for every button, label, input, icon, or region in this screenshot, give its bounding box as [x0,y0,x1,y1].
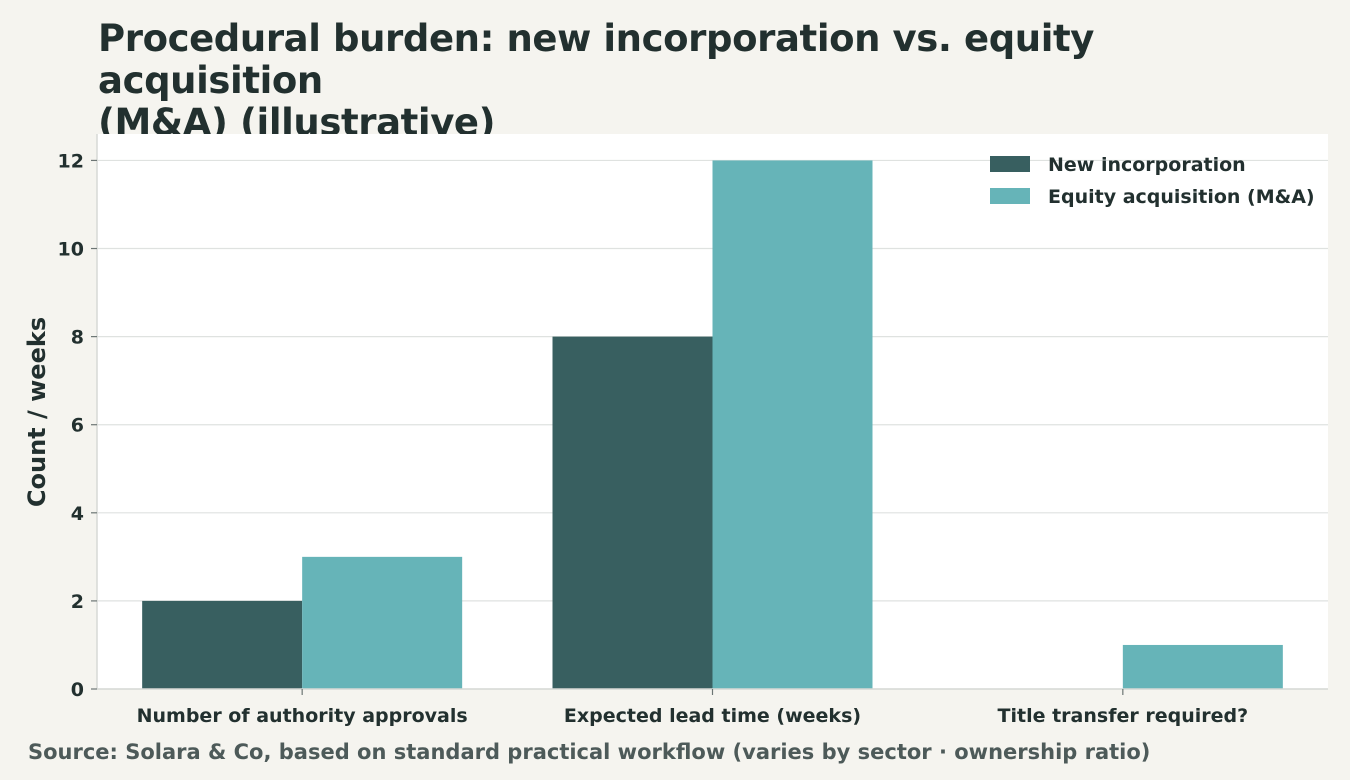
chart-title-line-1: Procedural burden: new incorporation vs.… [98,17,1095,102]
bar-new-incorporation-0 [142,600,303,689]
bars [142,160,1283,689]
source-note: Source: Solara & Co, based on standard p… [28,740,1151,764]
y-tick-label-12: 12 [58,150,84,172]
legend-swatch-1 [990,188,1030,204]
y-tick-label-4: 4 [71,503,84,525]
y-tick-label-0: 0 [71,679,84,701]
bar-new-incorporation-1 [552,336,713,689]
y-tick-label-8: 8 [71,327,84,349]
y-tick-label-2: 2 [71,591,84,613]
x-tick-label-1: Expected lead time (weeks) [564,705,861,727]
legend: New incorporation Equity acquisition (M&A… [990,154,1315,208]
bar-equity-acquisition-1 [712,160,873,689]
legend-swatch-0 [990,156,1030,172]
legend-label-1: Equity acquisition (M&A) [1048,186,1315,208]
x-tick-labels: Number of authority approvals Expected le… [137,689,1249,727]
y-tick-label-6: 6 [71,415,84,437]
chart-title: Procedural burden: new incorporation vs.… [98,18,1298,144]
bar-equity-acquisition-0 [302,556,463,689]
y-tick-label-10: 10 [58,239,84,261]
bar-equity-acquisition-2 [1122,644,1283,689]
x-tick-label-2: Title transfer required? [998,705,1249,727]
y-tick-labels: 0 2 4 6 8 10 12 [58,150,97,701]
y-axis-label: Count / weeks [23,317,51,507]
x-tick-label-0: Number of authority approvals [137,705,468,727]
legend-label-0: New incorporation [1048,154,1246,176]
bar-chart: 0 2 4 6 8 10 12 Number of authority approvals E… [23,134,1328,727]
